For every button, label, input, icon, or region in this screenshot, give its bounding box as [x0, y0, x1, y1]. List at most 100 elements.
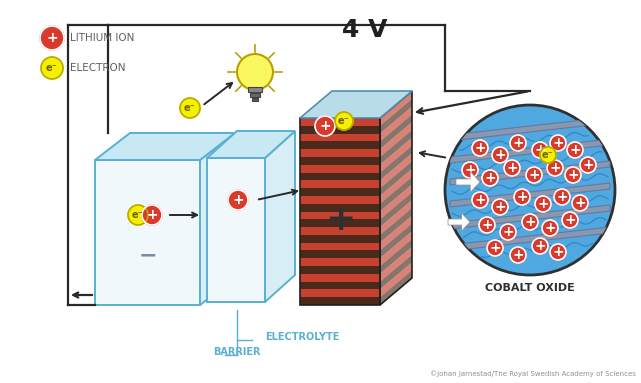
- Polygon shape: [380, 146, 412, 180]
- Circle shape: [510, 135, 526, 151]
- Text: +: +: [552, 136, 564, 150]
- Polygon shape: [300, 219, 380, 227]
- Text: e⁻: e⁻: [338, 116, 350, 126]
- Polygon shape: [300, 173, 380, 180]
- Polygon shape: [450, 139, 610, 163]
- Polygon shape: [450, 117, 610, 141]
- Polygon shape: [380, 99, 412, 134]
- Circle shape: [522, 214, 538, 230]
- Text: +: +: [556, 190, 568, 204]
- Circle shape: [554, 189, 570, 205]
- Bar: [250, 93, 260, 97]
- Circle shape: [542, 220, 558, 236]
- Polygon shape: [300, 258, 380, 266]
- Text: +: +: [516, 190, 528, 204]
- Polygon shape: [380, 106, 412, 141]
- Circle shape: [526, 167, 542, 183]
- Circle shape: [492, 199, 508, 215]
- Text: +: +: [552, 245, 564, 259]
- Polygon shape: [300, 118, 380, 126]
- Text: e⁻: e⁻: [542, 150, 554, 160]
- Polygon shape: [300, 180, 380, 188]
- Circle shape: [128, 205, 148, 225]
- Circle shape: [567, 142, 583, 158]
- Text: +: +: [544, 221, 556, 235]
- Polygon shape: [380, 216, 412, 250]
- Polygon shape: [380, 223, 412, 258]
- Text: +: +: [564, 213, 576, 227]
- Polygon shape: [300, 282, 380, 290]
- Polygon shape: [300, 165, 380, 173]
- Polygon shape: [300, 250, 380, 258]
- Circle shape: [565, 167, 581, 183]
- Text: 4 V: 4 V: [342, 18, 388, 42]
- Circle shape: [315, 116, 335, 136]
- Text: +: +: [474, 193, 486, 207]
- Circle shape: [479, 217, 495, 233]
- Text: +: +: [549, 161, 561, 175]
- Circle shape: [462, 162, 478, 178]
- Polygon shape: [456, 172, 480, 193]
- Polygon shape: [95, 160, 200, 305]
- Text: +: +: [512, 136, 524, 150]
- Polygon shape: [380, 177, 412, 211]
- Polygon shape: [300, 297, 380, 305]
- Text: +: +: [534, 239, 546, 253]
- Circle shape: [550, 244, 566, 260]
- Polygon shape: [380, 122, 412, 157]
- Circle shape: [572, 195, 588, 211]
- Circle shape: [492, 147, 508, 163]
- Text: +: +: [506, 161, 518, 175]
- Polygon shape: [300, 227, 380, 235]
- Circle shape: [445, 105, 615, 275]
- Text: BARRIER: BARRIER: [213, 347, 261, 357]
- Circle shape: [500, 224, 516, 240]
- Circle shape: [142, 205, 162, 225]
- Circle shape: [540, 147, 556, 163]
- Text: +: +: [474, 141, 486, 155]
- Polygon shape: [380, 153, 412, 188]
- Polygon shape: [450, 161, 610, 185]
- Polygon shape: [380, 169, 412, 204]
- Text: −: −: [138, 245, 157, 265]
- Polygon shape: [380, 231, 412, 266]
- Text: +: +: [494, 200, 506, 214]
- Circle shape: [180, 98, 200, 118]
- Polygon shape: [300, 204, 380, 211]
- Polygon shape: [300, 126, 380, 134]
- Circle shape: [550, 135, 566, 151]
- Circle shape: [580, 157, 596, 173]
- Circle shape: [335, 112, 353, 130]
- Polygon shape: [380, 192, 412, 227]
- Polygon shape: [450, 227, 610, 251]
- Text: +: +: [512, 248, 524, 262]
- Text: ELECTROLYTE: ELECTROLYTE: [265, 332, 339, 342]
- Polygon shape: [300, 243, 380, 250]
- Circle shape: [535, 196, 551, 212]
- Bar: [252, 98, 258, 101]
- Polygon shape: [380, 115, 412, 149]
- Polygon shape: [300, 157, 380, 165]
- Circle shape: [472, 140, 488, 156]
- Polygon shape: [265, 131, 295, 302]
- Text: e⁻: e⁻: [184, 103, 196, 113]
- Circle shape: [237, 54, 273, 90]
- Text: +: +: [46, 31, 58, 45]
- Polygon shape: [448, 213, 470, 231]
- Polygon shape: [380, 239, 412, 274]
- Text: +: +: [567, 168, 579, 182]
- Polygon shape: [300, 266, 380, 274]
- Circle shape: [514, 189, 530, 205]
- Polygon shape: [380, 255, 412, 290]
- Polygon shape: [300, 188, 380, 196]
- Polygon shape: [200, 133, 235, 305]
- Polygon shape: [380, 208, 412, 243]
- Text: LITHIUM ION: LITHIUM ION: [70, 33, 135, 43]
- Circle shape: [40, 26, 64, 50]
- Polygon shape: [300, 196, 380, 204]
- Text: e⁻: e⁻: [46, 63, 58, 73]
- Text: +: +: [537, 197, 549, 211]
- Text: COBALT OXIDE: COBALT OXIDE: [485, 283, 575, 293]
- Text: +: +: [489, 241, 501, 255]
- Polygon shape: [300, 290, 380, 297]
